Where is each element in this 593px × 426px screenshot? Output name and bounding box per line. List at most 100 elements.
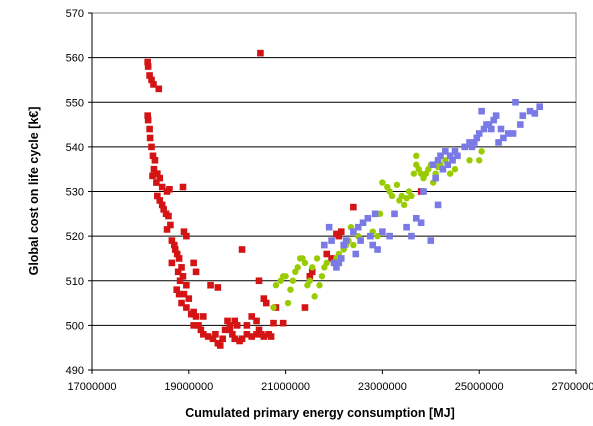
data-point	[165, 212, 172, 220]
data-point	[485, 121, 493, 128]
data-point	[509, 130, 517, 137]
data-point	[400, 201, 408, 209]
data-point	[476, 157, 483, 164]
data-point	[248, 333, 256, 340]
data-point	[379, 228, 386, 235]
y-tick-labels: 490 500 510 520 530 540 550 560 570	[66, 8, 84, 377]
data-point	[260, 295, 268, 302]
y-tick-label: 510	[66, 276, 84, 288]
y-tick-label: 530	[66, 187, 84, 199]
data-point	[466, 139, 473, 146]
data-point	[379, 179, 386, 186]
axes	[88, 12, 577, 374]
data-point	[475, 130, 483, 137]
data-point	[294, 264, 301, 271]
data-point	[531, 110, 539, 117]
data-points	[144, 49, 543, 349]
data-point	[190, 259, 197, 267]
data-point	[170, 241, 178, 249]
data-point	[204, 333, 212, 340]
data-point	[180, 228, 188, 235]
data-point	[148, 143, 155, 151]
data-point	[412, 214, 420, 222]
data-point	[444, 161, 452, 169]
data-point	[434, 156, 442, 164]
data-point	[451, 165, 459, 173]
data-point	[357, 237, 364, 244]
y-tick-label: 550	[66, 97, 84, 109]
data-point	[195, 322, 202, 329]
data-point	[150, 81, 157, 88]
data-point	[374, 246, 381, 253]
data-point	[316, 282, 323, 289]
data-point	[337, 228, 345, 235]
data-point	[183, 304, 190, 311]
data-point	[497, 125, 505, 133]
data-point	[257, 49, 264, 57]
data-point	[434, 201, 442, 209]
data-point	[253, 331, 260, 338]
data-point	[148, 76, 155, 84]
data-point	[146, 125, 153, 133]
data-point	[173, 250, 181, 258]
data-point	[272, 282, 280, 289]
data-point	[488, 125, 495, 133]
data-point	[178, 299, 185, 307]
data-point	[325, 223, 333, 231]
data-point	[420, 188, 427, 195]
data-point	[144, 63, 152, 70]
data-point	[301, 304, 309, 311]
data-point	[408, 232, 415, 240]
data-point	[155, 85, 163, 93]
data-point	[526, 107, 534, 115]
data-point	[192, 268, 200, 276]
data-point	[391, 210, 398, 218]
data-point	[439, 165, 447, 173]
data-point	[340, 241, 347, 249]
data-point	[289, 277, 297, 284]
data-point	[267, 333, 275, 340]
data-point	[229, 331, 236, 338]
data-point	[270, 319, 277, 327]
data-point	[301, 259, 309, 267]
data-point	[255, 326, 263, 334]
data-point	[330, 259, 338, 267]
data-point	[144, 112, 151, 119]
data-point	[144, 116, 152, 124]
data-point	[183, 281, 190, 289]
x-tick-label: 23000000	[358, 381, 407, 393]
data-point	[408, 192, 415, 200]
x-tick-label: 19000000	[164, 381, 213, 393]
data-point	[328, 237, 335, 244]
data-point	[231, 335, 239, 343]
data-point	[158, 201, 166, 209]
data-point	[519, 112, 527, 119]
data-point	[185, 295, 193, 302]
data-point	[150, 165, 158, 173]
data-point	[192, 313, 200, 320]
data-point	[158, 183, 166, 191]
data-point	[174, 268, 182, 276]
data-point	[367, 232, 374, 240]
data-point	[171, 246, 179, 253]
data-point	[451, 148, 459, 155]
data-point	[410, 170, 418, 177]
data-point	[253, 317, 260, 325]
series-2	[270, 148, 485, 311]
data-point	[209, 335, 217, 343]
data-point	[500, 134, 507, 142]
data-point	[342, 237, 350, 244]
data-point	[350, 241, 357, 249]
y-tick-label: 500	[66, 320, 84, 332]
data-point	[446, 152, 454, 160]
data-point	[284, 299, 292, 307]
x-tick-label: 17000000	[68, 381, 117, 393]
data-point	[160, 206, 167, 213]
data-point	[427, 237, 435, 244]
y-tick-label: 520	[66, 231, 84, 243]
data-point	[309, 264, 316, 271]
data-point	[321, 241, 328, 249]
data-point	[168, 259, 176, 267]
data-point	[318, 273, 326, 280]
